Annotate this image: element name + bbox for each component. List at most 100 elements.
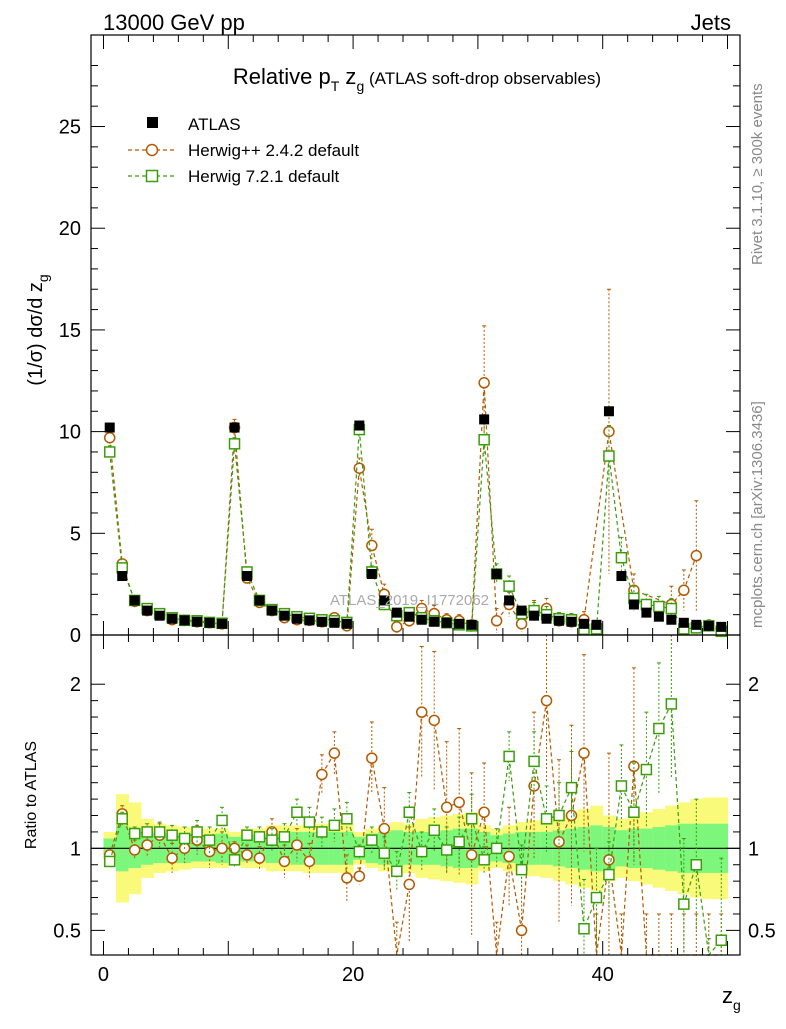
ratio-herwig7-point [291,806,303,818]
ratio-herwigpp-point [278,855,291,868]
legend-herwig7-label: Herwig 7.2.1 default [188,167,339,186]
ratio-herwigpp-point [128,844,141,856]
atlas-point [591,619,602,630]
herwig7-point [665,602,678,615]
atlas-point [404,611,415,622]
ratio-herwig7-point [153,826,166,838]
herwig7-point [103,446,116,458]
ratio-herwig7-point [203,834,216,846]
ratio-herwig7-point [490,842,503,855]
atlas-point [616,571,627,582]
atlas-point [641,607,652,618]
ratio-herwig7-point [653,722,665,735]
atlas-point [242,571,253,582]
herwigpp-point [690,549,703,562]
ratio-ytick-label: 0.5 [53,920,81,942]
ratio-herwigpp-point [540,694,553,707]
herwig7-point [615,551,628,564]
main-ytick-label: 10 [59,422,81,444]
atlas-point [566,616,577,627]
ratio-herwigpp-point [353,870,366,882]
ratio-herwig7-point [141,826,153,838]
ratio-herwig7-point [540,813,553,825]
ratio-herwig7-point [341,813,353,825]
ratio-herwig7-point [328,819,341,832]
ratio-ytick-label: 1 [70,838,81,860]
ratio-herwig7-point [440,844,453,856]
ratio-ytick-label-right: 0.5 [748,920,776,942]
atlas-point [217,618,228,629]
herwigpp-point [103,431,116,444]
x-label-sub: g [733,997,741,1013]
ratio-herwigpp-point [553,836,565,848]
atlas-point [666,614,677,625]
ratio-herwig7-point [515,863,528,876]
main-ytick-label: 0 [70,625,81,647]
herwigpp-point [678,584,690,597]
legend-herwigpp-marker [145,143,159,157]
ratio-herwig7-point [678,898,690,910]
ratio-herwig7-point [378,847,391,860]
ratio-frame [90,634,741,956]
atlas-point [129,595,140,606]
ratio-herwig7-point [128,827,141,840]
atlas-point [504,595,515,606]
ratio-herwigpp-point [478,806,490,818]
ratio-herwigpp-point [415,706,428,718]
ratio-herwig7-point [503,750,515,763]
herwigpp-point [391,621,403,633]
herwig7-point [653,600,665,613]
atlas-point [529,610,540,621]
ratio-herwigpp-point [515,924,528,937]
atlas-point [416,614,427,625]
ratio-herwig7-point [391,865,403,878]
atlas-point [354,420,365,431]
ratio-herwig7-point [403,806,416,818]
atlas-point [516,605,527,616]
ratio-ytick-label: 2 [70,674,81,696]
legend-herwigpp-label: Herwig++ 2.4.2 default [188,141,359,160]
ratio-herwigpp-point [141,839,153,851]
x-label-main: z [722,983,733,1008]
ratio-herwigpp-point [291,839,303,851]
ratio-herwig7-point [453,836,465,848]
plot-title: Relative pT zg (ATLAS soft-drop observab… [233,64,601,94]
atlas-point [104,422,115,433]
ratio-xtick-label: 40 [592,964,614,986]
atlas-point [179,615,190,626]
atlas-point [279,610,290,621]
main-ytick-label: 20 [59,218,81,240]
ratio-herwigpp-point [465,849,478,861]
ratio-herwig7-point [228,854,241,866]
herwigpp-point [366,539,378,552]
ratio-herwigpp-point [316,768,328,781]
legend-atlas-label: ATLAS [188,115,241,134]
main-panel [103,288,728,638]
main-ytick-label: 5 [70,523,81,545]
legend-atlas-marker [147,117,158,128]
title-sub2: g [356,78,364,94]
atlas-point [578,618,589,629]
herwig7-point [228,438,241,450]
atlas-point [391,607,402,618]
ratio-herwig7-point [565,781,578,794]
herwig7-point [478,433,490,446]
x-axis-label: zg [722,983,741,1013]
title-part1: Relative p [233,64,331,89]
ratio-herwig7-point [278,831,291,843]
atlas-point [628,599,639,610]
ratio-herwig7-point [103,855,116,868]
atlas-point [192,616,203,627]
ratio-herwigpp-point [328,747,341,759]
ratio-herwigpp-point [578,747,590,759]
ratio-herwig7-point [241,829,253,841]
atlas-point [266,605,277,616]
atlas-point [653,611,664,622]
ratio-herwigpp-point [303,855,316,868]
atlas-point [554,615,565,626]
ratio-herwig7-point [428,824,440,837]
atlas-point [254,595,265,606]
ratio-herwig7-point [603,868,615,881]
ratio-herwigpp-point [341,872,353,884]
ratio-xtick-label: 20 [342,964,364,986]
